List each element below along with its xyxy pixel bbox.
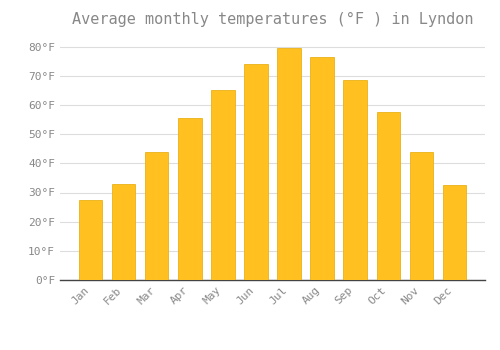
Bar <box>112 184 136 280</box>
Bar <box>278 48 300 280</box>
Bar <box>80 200 102 280</box>
Bar <box>244 64 268 280</box>
Title: Average monthly temperatures (°F ) in Lyndon: Average monthly temperatures (°F ) in Ly… <box>72 12 473 27</box>
Bar <box>178 118 202 280</box>
Bar <box>212 90 234 280</box>
Bar <box>310 57 334 280</box>
Bar <box>344 80 366 280</box>
Bar <box>442 185 466 280</box>
Bar <box>376 112 400 280</box>
Bar <box>410 152 432 280</box>
Bar <box>146 152 169 280</box>
